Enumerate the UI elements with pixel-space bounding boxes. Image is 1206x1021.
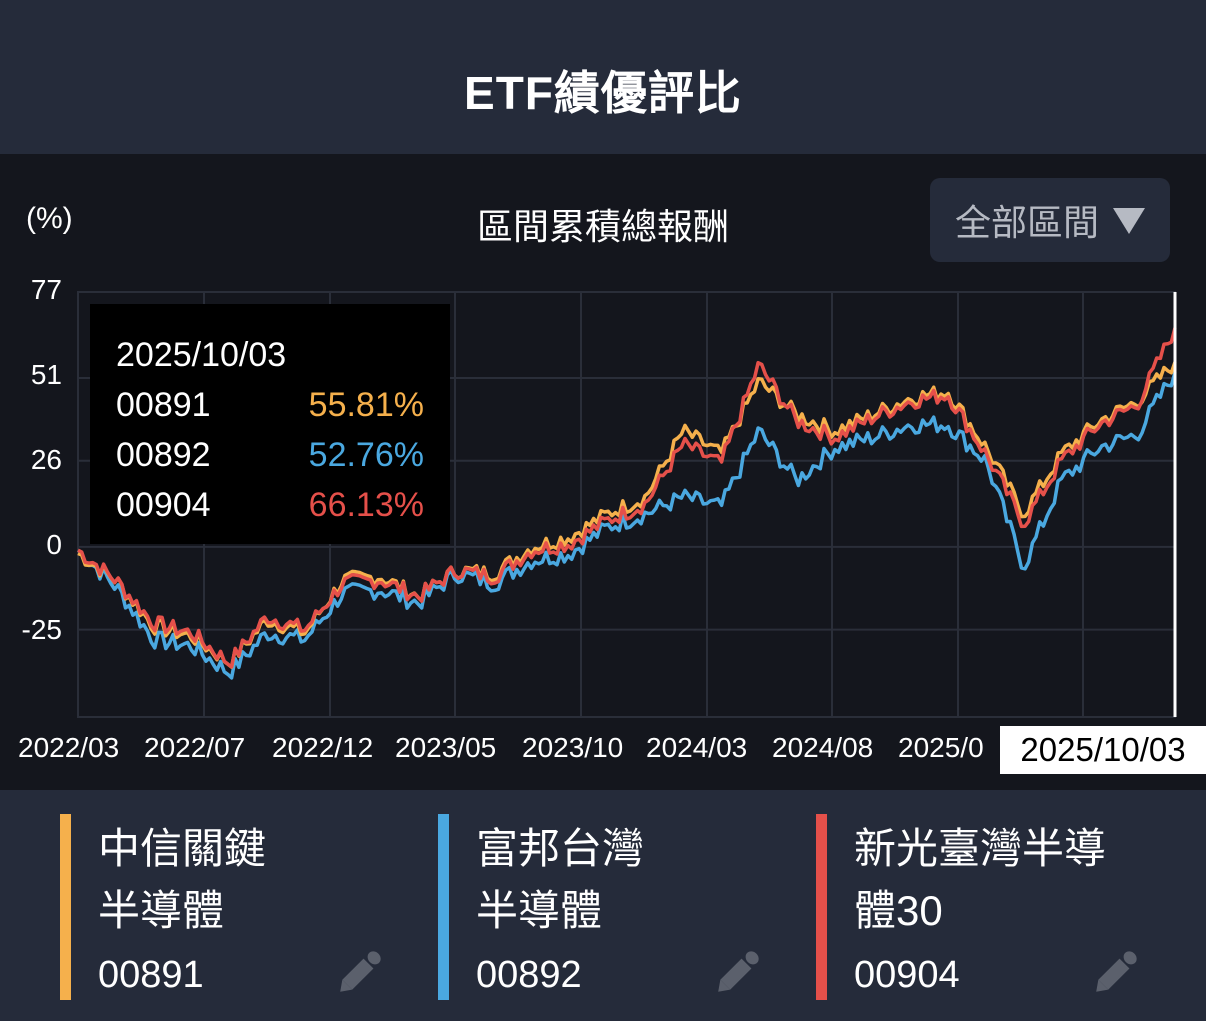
series-line-00892 — [77, 371, 1177, 680]
tooltip-code: 00891 — [116, 386, 211, 424]
etf-name-line1: 新光臺灣半導 — [854, 825, 1107, 872]
x-tick: 2024/03 — [646, 732, 748, 763]
etf-name-line2: 半導體 — [476, 887, 603, 934]
x-tick: 2022/12 — [272, 732, 374, 763]
range-selector-label: 全部區間 — [954, 202, 1099, 243]
x-tick: 2025/0 — [898, 732, 984, 763]
y-tick: -25 — [21, 614, 62, 645]
tooltip-code: 00892 — [116, 436, 211, 474]
etf-name: 中信關鍵 半導體 — [98, 818, 388, 942]
tooltip-code: 00904 — [116, 486, 211, 524]
series-line-00904 — [77, 327, 1177, 669]
etf-code: 00892 — [476, 954, 582, 996]
x-tick: 2022/07 — [144, 732, 246, 763]
tooltip-value: 52.76% — [308, 436, 424, 474]
y-tick: 77 — [30, 274, 62, 305]
x-tick: 2023/10 — [522, 732, 624, 763]
legend-card-00892[interactable]: 富邦台灣 半導體 00892 — [438, 814, 798, 1000]
chart-tooltip: 2025/10/03 00891 55.81% 00892 52.76% 009… — [90, 304, 450, 544]
tooltip-date: 2025/10/03 — [116, 336, 287, 374]
etf-name-line1: 中信關鍵 — [98, 825, 267, 872]
etf-name-line1: 富邦台灣 — [476, 825, 645, 872]
chart-panel: (%) 區間累積總報酬 全部區間 77 51 26 0 -25 2022/03 … — [0, 154, 1206, 790]
y-tick: 0 — [46, 529, 62, 560]
y-tick: 26 — [30, 444, 62, 475]
y-tick: 51 — [30, 359, 62, 390]
page-title: ETF績優評比 — [464, 67, 742, 119]
app-header: ETF績優評比 — [0, 0, 1206, 154]
etf-name: 新光臺灣半導 體30 — [854, 818, 1144, 942]
x-tick: 2022/03 — [18, 732, 120, 763]
y-axis-unit-label: (%) — [26, 202, 73, 235]
range-selector-button[interactable]: 全部區間 — [930, 178, 1170, 262]
legend-panel: 中信關鍵 半導體 00891 富邦台灣 半導體 00892 新光臺灣半導 體30… — [0, 790, 1206, 1021]
tooltip-row: 00892 52.76% — [116, 430, 424, 480]
etf-name-line2: 體30 — [854, 887, 943, 934]
crosshair-date-label: 2025/10/03 — [1000, 726, 1206, 774]
etf-code: 00891 — [98, 954, 204, 996]
etf-name-line2: 半導體 — [98, 887, 225, 934]
legend-color-bar — [816, 814, 827, 1000]
etf-code: 00904 — [854, 954, 960, 996]
legend-color-bar — [438, 814, 449, 1000]
chart-title: 區間累積總報酬 — [476, 206, 729, 247]
pencil-icon[interactable] — [1088, 944, 1144, 1000]
pencil-icon[interactable] — [710, 944, 766, 1000]
tooltip-value: 66.13% — [308, 486, 424, 524]
legend-card-00904[interactable]: 新光臺灣半導 體30 00904 — [816, 814, 1176, 1000]
tooltip-row: 00904 66.13% — [116, 480, 424, 530]
legend-card-00891[interactable]: 中信關鍵 半導體 00891 — [60, 814, 420, 1000]
tooltip-value: 55.81% — [308, 386, 424, 424]
x-tick: 2024/08 — [772, 732, 874, 763]
triangle-down-icon — [1113, 208, 1145, 234]
tooltip-row: 00891 55.81% — [116, 380, 424, 430]
x-tick: 2023/05 — [395, 732, 497, 763]
pencil-icon[interactable] — [332, 944, 388, 1000]
legend-color-bar — [60, 814, 71, 1000]
etf-name: 富邦台灣 半導體 — [476, 818, 766, 942]
